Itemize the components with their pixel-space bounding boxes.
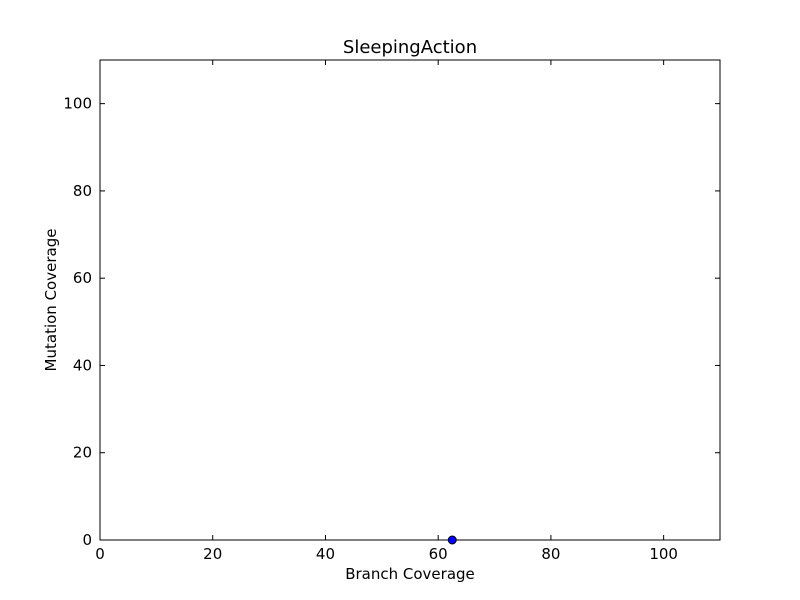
x-axis-label: Branch Coverage — [345, 565, 475, 583]
x-tick-label: 20 — [203, 545, 222, 563]
y-tick-label: 0 — [82, 531, 92, 549]
x-tick-label: 40 — [316, 545, 335, 563]
y-axis-label: Mutation Coverage — [42, 229, 60, 372]
y-tick-label: 100 — [63, 95, 92, 113]
x-tick-label: 60 — [429, 545, 448, 563]
x-tick-label: 100 — [649, 545, 678, 563]
data-points — [447, 535, 457, 545]
y-axis: 0 20 40 60 80 100 — [63, 95, 720, 549]
x-axis: 0 20 40 60 80 100 — [95, 60, 678, 563]
data-point — [447, 535, 457, 545]
y-tick-label: 20 — [73, 444, 92, 462]
plot-area — [99, 59, 721, 541]
x-tick-label: 80 — [541, 545, 560, 563]
y-tick-label: 40 — [73, 356, 92, 374]
y-tick-label: 60 — [73, 269, 92, 287]
y-tick-label: 80 — [73, 182, 92, 200]
x-tick-label: 0 — [95, 545, 105, 563]
chart-title: SleepingAction — [343, 37, 477, 58]
